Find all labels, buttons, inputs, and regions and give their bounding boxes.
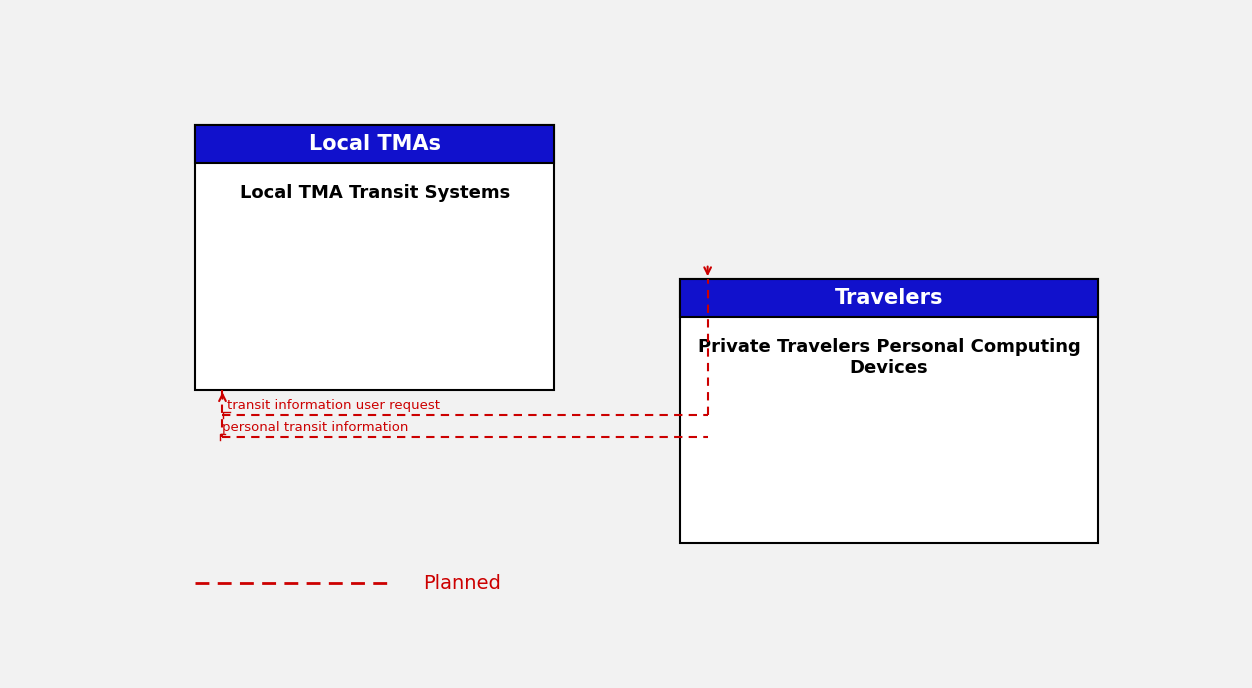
Bar	[195, 125, 555, 390]
Bar	[681, 279, 1098, 544]
Bar	[195, 125, 555, 163]
Text: Private Travelers Personal Computing
Devices: Private Travelers Personal Computing Dev…	[697, 338, 1080, 377]
Text: Planned: Planned	[423, 574, 501, 592]
Text: transit information user request: transit information user request	[228, 398, 441, 411]
Text: Local TMAs: Local TMAs	[309, 134, 441, 154]
Text: Travelers: Travelers	[835, 288, 943, 308]
Text: Local TMA Transit Systems: Local TMA Transit Systems	[239, 184, 510, 202]
Bar	[681, 279, 1098, 316]
Text: personal transit information: personal transit information	[223, 421, 409, 434]
Bar	[681, 279, 1098, 316]
Bar	[195, 125, 555, 163]
